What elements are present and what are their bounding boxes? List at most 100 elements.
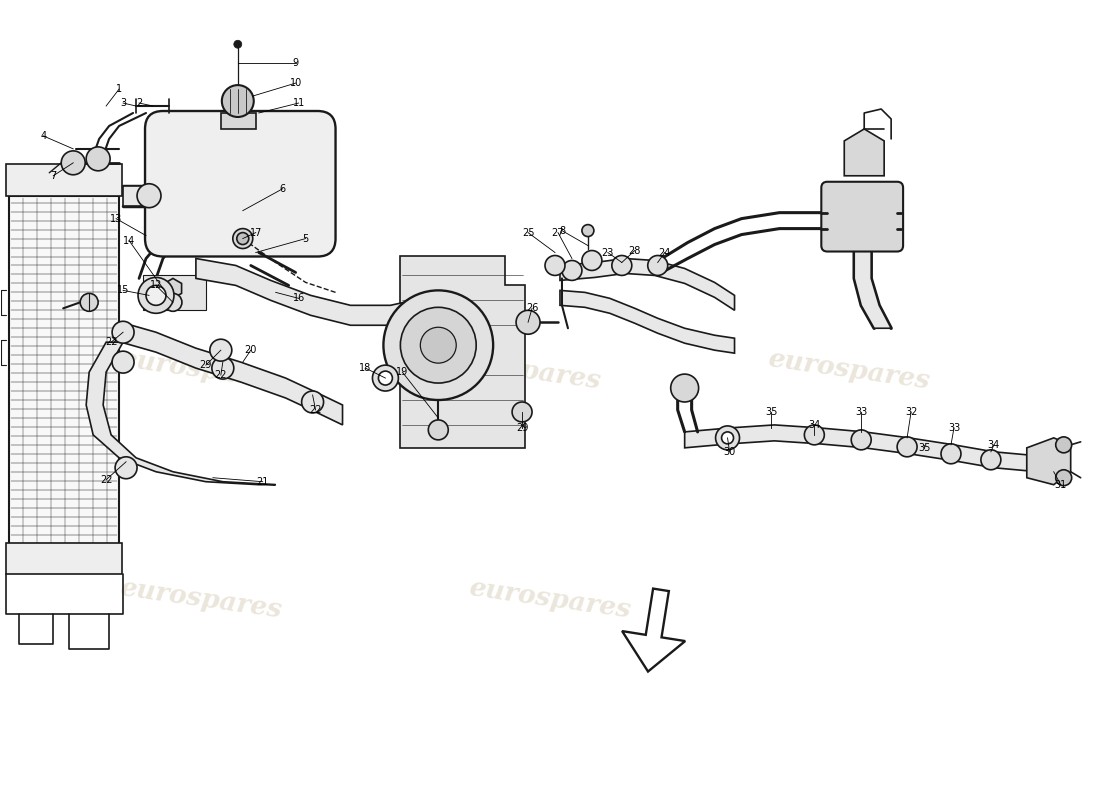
Polygon shape (1026, 438, 1070, 485)
Text: 9: 9 (293, 58, 299, 68)
Text: 1: 1 (116, 84, 122, 94)
Circle shape (116, 457, 138, 478)
Circle shape (648, 255, 668, 275)
Polygon shape (221, 113, 255, 129)
Text: 22: 22 (104, 338, 118, 347)
Circle shape (112, 351, 134, 373)
Text: 31: 31 (1055, 480, 1067, 490)
Text: 19: 19 (396, 367, 408, 377)
Circle shape (301, 391, 323, 413)
Circle shape (212, 357, 234, 379)
FancyBboxPatch shape (822, 182, 903, 251)
Text: 15: 15 (117, 286, 130, 295)
Circle shape (461, 359, 483, 381)
Text: 24: 24 (659, 247, 671, 258)
Text: 34: 34 (808, 420, 821, 430)
Circle shape (1056, 470, 1071, 486)
Circle shape (544, 255, 565, 275)
Circle shape (516, 310, 540, 334)
Text: 3: 3 (120, 98, 127, 108)
Bar (7, 542, 122, 574)
Circle shape (420, 327, 456, 363)
Circle shape (210, 339, 232, 361)
Text: 20: 20 (244, 345, 257, 355)
Text: eurospares: eurospares (438, 346, 603, 394)
Circle shape (373, 365, 398, 391)
Circle shape (722, 432, 734, 444)
Text: 33: 33 (855, 407, 867, 417)
Circle shape (898, 437, 917, 457)
Circle shape (378, 371, 393, 385)
Circle shape (940, 444, 961, 464)
Circle shape (222, 85, 254, 117)
Text: 34: 34 (988, 440, 1000, 450)
Circle shape (112, 322, 134, 343)
Circle shape (233, 229, 253, 249)
Circle shape (612, 255, 631, 275)
Text: 32: 32 (905, 407, 917, 417)
Text: 26: 26 (526, 303, 538, 314)
Polygon shape (121, 322, 342, 425)
Text: 25: 25 (521, 227, 535, 238)
Text: 35: 35 (766, 407, 778, 417)
Polygon shape (86, 342, 276, 485)
Polygon shape (623, 589, 685, 671)
Polygon shape (400, 255, 525, 448)
Text: 22: 22 (214, 370, 227, 380)
Text: 30: 30 (724, 447, 736, 457)
Circle shape (582, 250, 602, 270)
Bar (7, 164, 122, 196)
Text: 29: 29 (200, 360, 212, 370)
Polygon shape (196, 258, 422, 326)
Circle shape (138, 278, 174, 314)
Text: 5: 5 (302, 234, 309, 243)
Text: 16: 16 (293, 294, 305, 303)
Circle shape (716, 426, 739, 450)
Polygon shape (845, 129, 884, 176)
Polygon shape (143, 275, 206, 310)
Text: 33: 33 (948, 423, 960, 433)
Text: 29: 29 (516, 423, 528, 433)
Polygon shape (684, 425, 1026, 470)
Text: 22: 22 (309, 405, 322, 415)
Text: 8: 8 (559, 226, 565, 235)
Text: 2: 2 (136, 98, 142, 108)
Text: 4: 4 (41, 131, 46, 141)
Circle shape (400, 307, 476, 383)
Text: eurospares: eurospares (468, 575, 632, 623)
Text: 13: 13 (110, 214, 122, 224)
Text: 27: 27 (552, 227, 564, 238)
Circle shape (851, 430, 871, 450)
Text: 28: 28 (628, 246, 641, 255)
Polygon shape (123, 186, 163, 206)
Circle shape (236, 233, 249, 245)
Circle shape (981, 450, 1001, 470)
Circle shape (428, 420, 449, 440)
Text: eurospares: eurospares (119, 346, 284, 394)
Text: 7: 7 (51, 170, 56, 181)
Text: 22: 22 (100, 474, 112, 485)
Text: 23: 23 (602, 247, 614, 258)
Text: 35: 35 (917, 443, 931, 453)
Polygon shape (855, 246, 891, 328)
Text: 21: 21 (256, 477, 268, 486)
FancyBboxPatch shape (145, 111, 336, 257)
Circle shape (62, 151, 85, 174)
Circle shape (80, 294, 98, 311)
Circle shape (671, 374, 698, 402)
Circle shape (582, 225, 594, 237)
Polygon shape (10, 196, 119, 545)
Text: 12: 12 (150, 280, 162, 290)
Circle shape (513, 402, 532, 422)
Text: eurospares: eurospares (767, 346, 932, 394)
Circle shape (146, 286, 166, 306)
Text: 6: 6 (279, 184, 286, 194)
Polygon shape (560, 290, 735, 353)
Circle shape (562, 261, 582, 281)
Text: 18: 18 (360, 363, 372, 373)
Text: eurospares: eurospares (119, 575, 284, 623)
Circle shape (138, 184, 161, 208)
Circle shape (86, 147, 110, 170)
Polygon shape (560, 258, 735, 310)
Circle shape (804, 425, 824, 445)
